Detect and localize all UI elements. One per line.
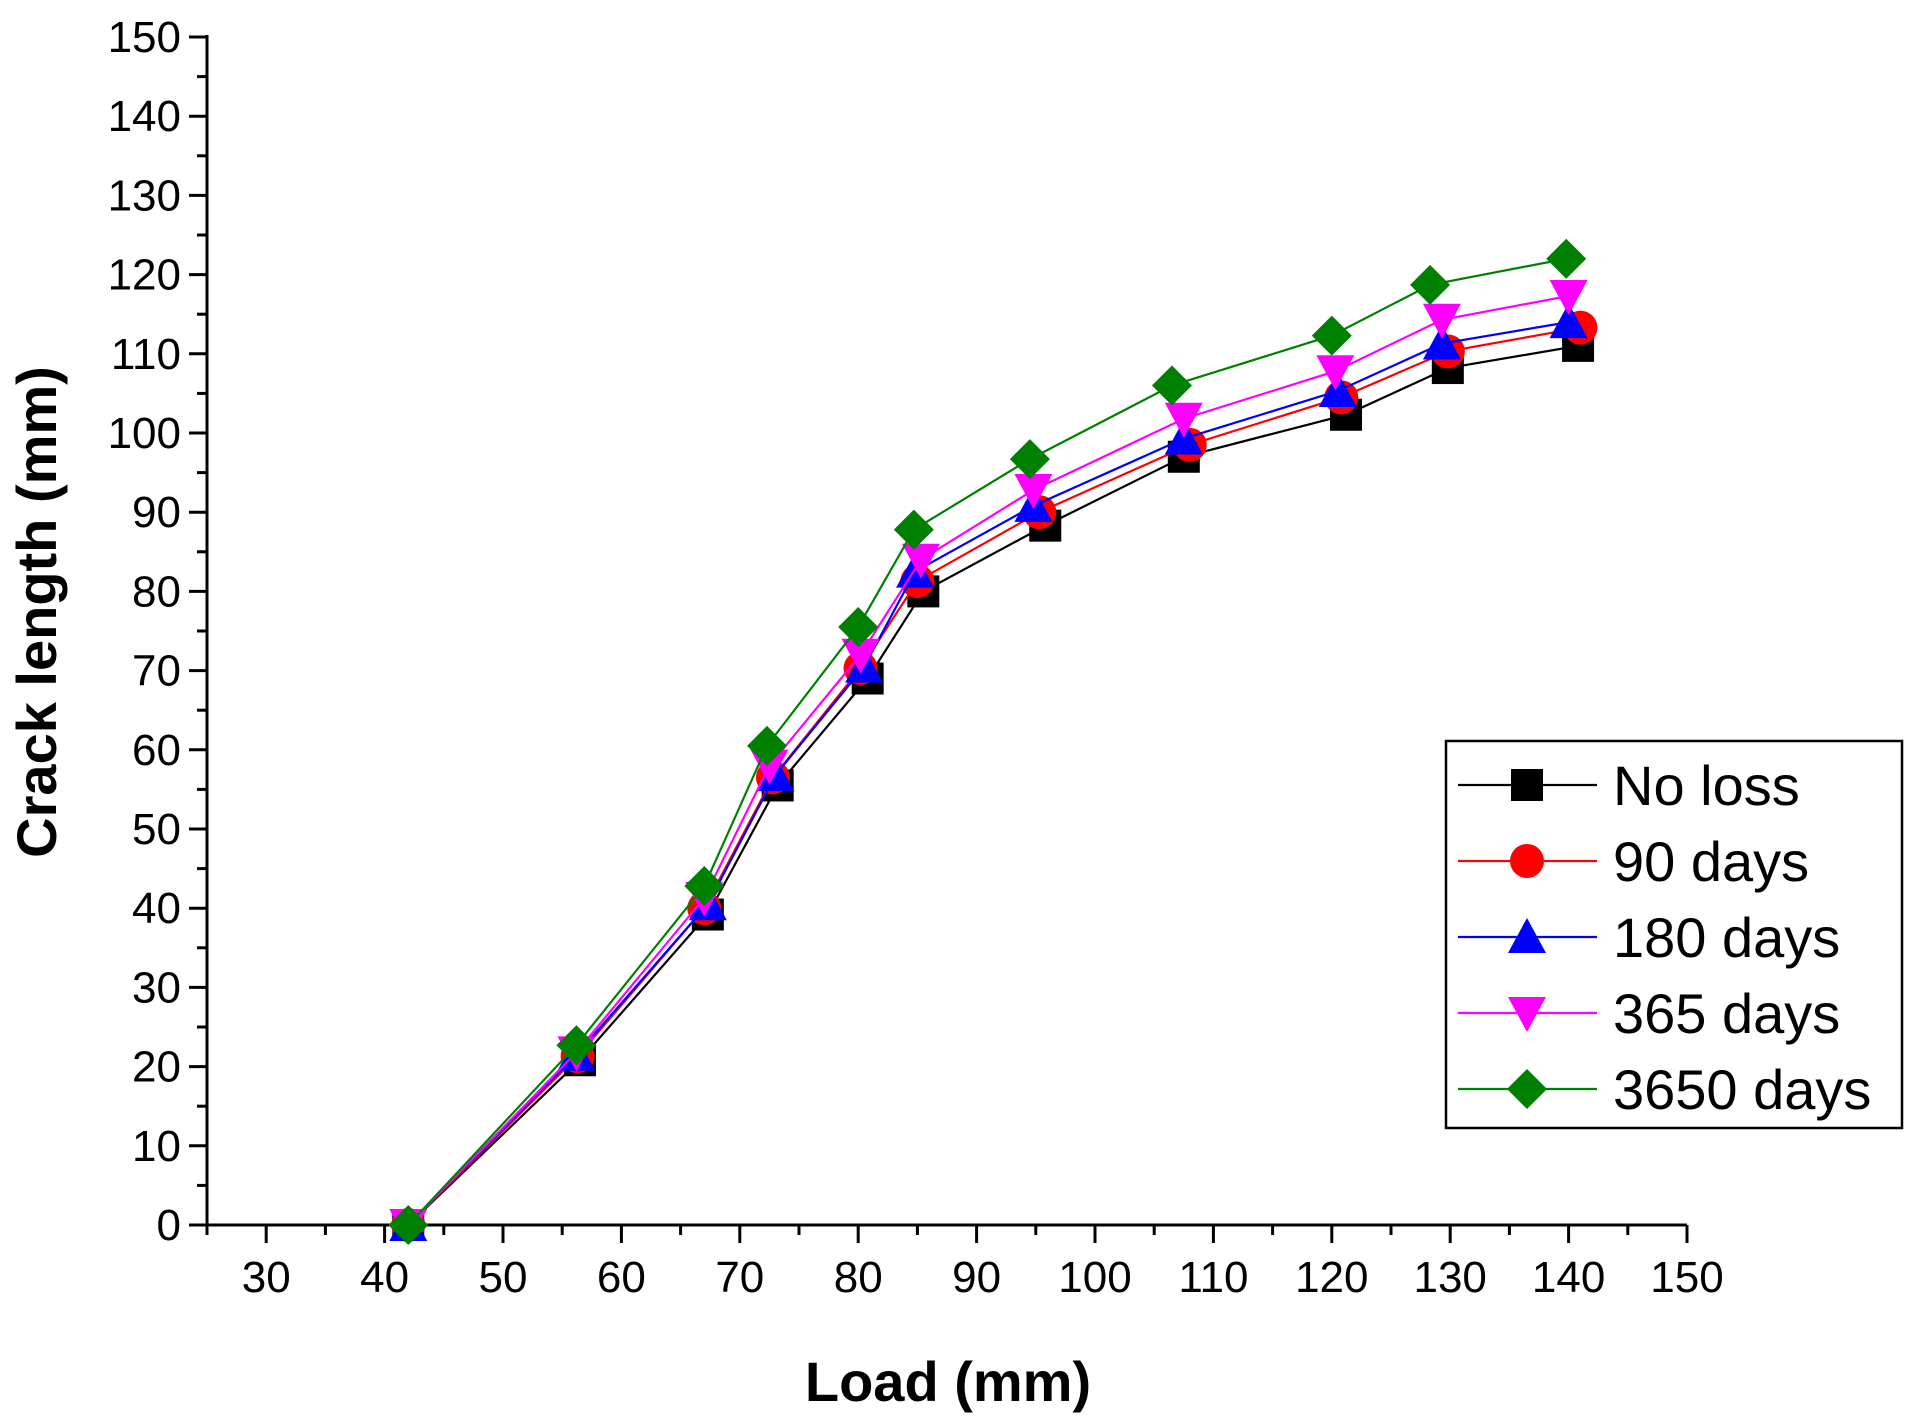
y-tick-label: 50: [132, 805, 181, 854]
legend-marker-90-days: [1510, 844, 1544, 878]
series-line-no-loss: [407, 344, 1579, 1226]
data-point-3650-days: [1009, 439, 1050, 480]
legend-marker-3650-days: [1507, 1069, 1547, 1109]
legend-item-365-days: 365 days: [1458, 982, 1840, 1045]
data-point-365-days: [1164, 402, 1203, 438]
y-tick-label: 60: [132, 726, 181, 775]
x-tick-label: 150: [1650, 1253, 1723, 1302]
data-point-365-days: [901, 543, 940, 579]
x-tick-label: 100: [1058, 1253, 1131, 1302]
y-tick-label: 90: [132, 488, 181, 537]
x-tick-label: 40: [360, 1253, 409, 1302]
data-point-3650-days: [556, 1025, 597, 1066]
data-point-3650-days: [838, 607, 879, 648]
legend-item-no-loss: No loss: [1458, 754, 1800, 817]
legend-label: 3650 days: [1613, 1058, 1871, 1121]
y-tick-label: 80: [132, 567, 181, 616]
data-point-365-days: [1316, 355, 1355, 391]
y-tick-label: 150: [108, 13, 181, 62]
series-line-180-days: [407, 321, 1569, 1226]
data-point-3650-days: [1410, 264, 1451, 305]
series-no-loss: [392, 329, 1595, 1241]
y-tick-label: 0: [157, 1201, 181, 1250]
x-tick-label: 70: [715, 1253, 764, 1302]
series-line-3650-days: [407, 257, 1567, 1226]
legend-label: 180 days: [1613, 906, 1840, 969]
x-tick-label: 130: [1413, 1253, 1486, 1302]
x-axis-ticks: 30 40 50 60 70 80 90 100 110 120 130 140 150: [205, 1225, 1724, 1302]
legend-label: No loss: [1613, 754, 1800, 817]
x-axis-title: Load (mm): [805, 1350, 1091, 1413]
data-point-3650-days: [1151, 365, 1192, 406]
legend-item-180-days: 180 days: [1458, 906, 1840, 969]
x-tick-label: 120: [1295, 1253, 1368, 1302]
data-point-365-days: [841, 638, 880, 674]
y-axis-title: Crack length (mm): [5, 366, 68, 858]
x-tick-label: 90: [952, 1253, 1001, 1302]
data-point-3650-days: [893, 509, 934, 550]
series-180-days: [389, 303, 1588, 1241]
y-tick-label: 30: [132, 963, 181, 1012]
y-axis-ticks: 0 10 20 30 40 50 60 70 80 90 100 110 120 130 140 150: [108, 13, 207, 1250]
data-point-180-days: [1549, 303, 1588, 339]
x-tick-label: 50: [479, 1253, 528, 1302]
y-tick-label: 100: [108, 409, 181, 458]
legend-item-90-days: 90 days: [1458, 830, 1809, 893]
series-90-days: [391, 310, 1598, 1242]
data-point-3650-days: [684, 866, 725, 907]
legend-marker-365-days: [1508, 997, 1546, 1032]
y-tick-label: 110: [111, 330, 181, 379]
series-line-365-days: [407, 294, 1569, 1226]
data-point-3650-days: [1311, 315, 1352, 356]
legend: No loss 90 days 180 days 365 days 3650 days: [1444, 739, 1904, 1130]
legend-item-3650-days: 3650 days: [1458, 1058, 1871, 1121]
legend-label: 90 days: [1613, 830, 1809, 893]
series-365-days: [389, 279, 1588, 1244]
data-point-3650-days: [1546, 238, 1587, 279]
y-tick-label: 140: [108, 92, 181, 141]
y-tick-label: 40: [132, 884, 181, 933]
data-point-180-days: [1318, 372, 1357, 408]
data-point-3650-days: [388, 1205, 429, 1245]
data-point-3650-days: [747, 725, 788, 766]
data-point-180-days: [1422, 324, 1461, 360]
y-tick-label: 20: [132, 1043, 181, 1092]
legend-label: 365 days: [1613, 982, 1840, 1045]
x-tick-label: 60: [597, 1253, 646, 1302]
y-tick-label: 10: [132, 1122, 181, 1171]
x-tick-label: 80: [834, 1253, 883, 1302]
legend-marker-180-days: [1508, 918, 1546, 953]
y-tick-label: 130: [108, 171, 181, 220]
y-tick-label: 120: [108, 251, 181, 300]
x-tick-label: 110: [1178, 1253, 1248, 1302]
y-tick-label: 70: [132, 647, 181, 696]
x-tick-label: 30: [242, 1253, 291, 1302]
series-layer: [388, 238, 1598, 1245]
series-line-90-days: [407, 326, 1581, 1226]
data-point-365-days: [1549, 279, 1588, 315]
x-tick-label: 140: [1532, 1253, 1605, 1302]
legend-marker-no-loss: [1511, 769, 1543, 801]
data-point-365-days: [1014, 474, 1053, 510]
series-3650-days: [388, 238, 1587, 1245]
data-point-365-days: [1422, 303, 1461, 339]
